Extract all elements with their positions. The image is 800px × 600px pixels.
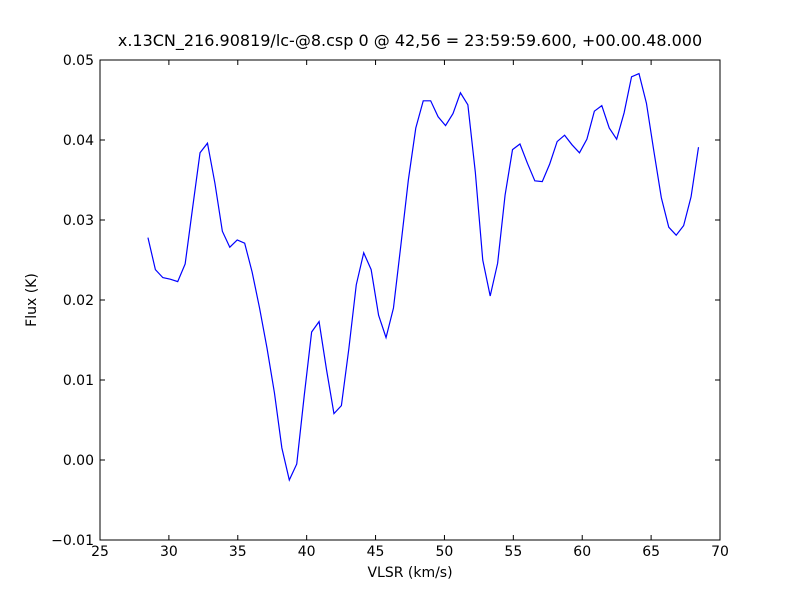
x-tick-label: 35 <box>229 544 247 560</box>
x-tick-label: 70 <box>711 544 729 560</box>
y-tick-label: 0.02 <box>63 293 94 309</box>
x-axis-label: VLSR (km/s) <box>367 565 452 581</box>
x-tick-label: 60 <box>573 544 591 560</box>
y-tick-label: 0.00 <box>63 453 94 469</box>
y-tick-label: 0.03 <box>63 213 94 229</box>
plot-frame <box>99 59 721 541</box>
y-tick-label: −0.01 <box>51 533 94 549</box>
data-line <box>147 72 700 482</box>
y-tick-label: 0.01 <box>63 373 94 389</box>
y-axis-label: Flux (K) <box>24 273 40 327</box>
x-tick-label: 65 <box>642 544 660 560</box>
x-tick-label: 25 <box>91 544 109 560</box>
x-tick-label: 40 <box>298 544 316 560</box>
chart-title: x.13CN_216.90819/lc-@8.csp 0 @ 42,56 = 2… <box>118 31 702 51</box>
x-tick-label: 30 <box>160 544 178 560</box>
y-tick-label: 0.05 <box>63 53 94 69</box>
x-tick-label: 45 <box>367 544 385 560</box>
x-tick-label: 50 <box>436 544 454 560</box>
x-tick-label: 55 <box>504 544 522 560</box>
y-tick-label: 0.04 <box>63 133 94 149</box>
